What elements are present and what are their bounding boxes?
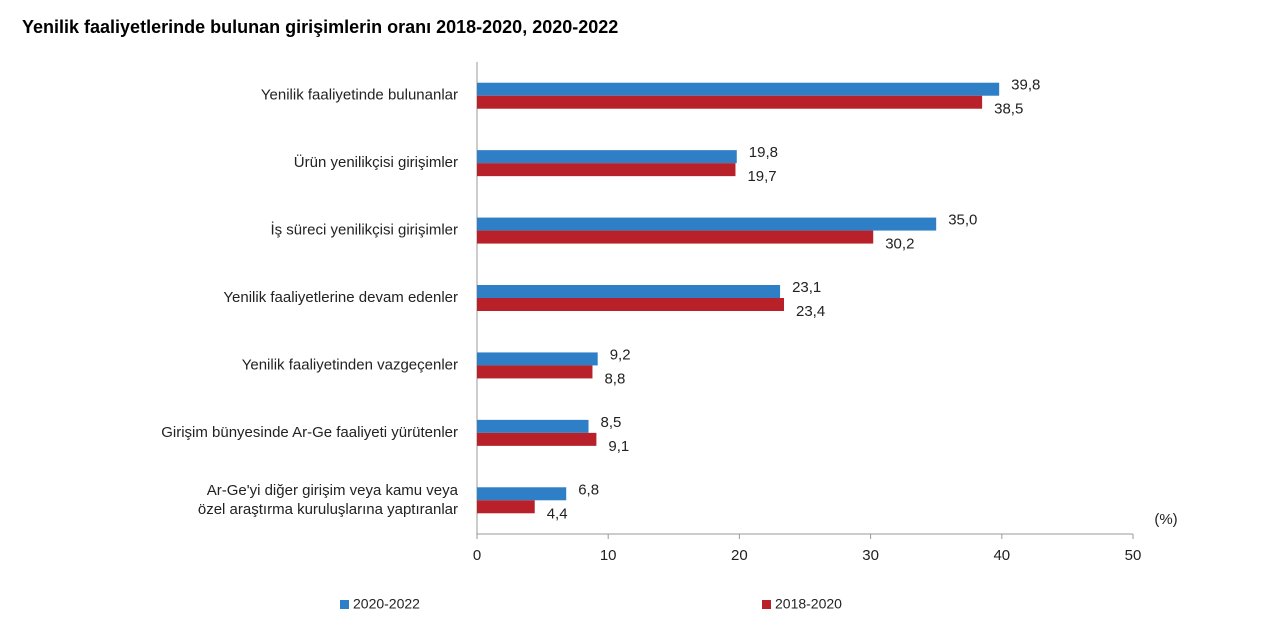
y-tick-label: Girişim bünyesinde Ar-Ge faaliyeti yürüt… [161, 424, 458, 441]
value-label: 38,5 [994, 101, 1023, 118]
legend-swatch [762, 600, 771, 609]
bar [477, 352, 598, 366]
value-label: 9,2 [610, 346, 631, 363]
chart-title: Yenilik faaliyetlerinde bulunan girişiml… [22, 17, 618, 37]
x-tick-label: 10 [600, 547, 617, 564]
y-tick-label: Yenilik faaliyetinde bulunanlar [261, 87, 458, 104]
legend-swatch [340, 600, 349, 609]
bar [477, 419, 589, 433]
value-label: 19,7 [747, 168, 776, 185]
x-axis-label: (%) [1154, 511, 1177, 528]
bar [477, 487, 567, 501]
value-label: 6,8 [578, 481, 599, 498]
y-tick-label: İş süreci yenilikçisi girişimler [270, 221, 458, 239]
value-label: 4,4 [547, 505, 568, 522]
value-label: 19,8 [749, 144, 778, 161]
value-label: 23,1 [792, 279, 821, 296]
value-label: 8,5 [601, 414, 622, 431]
bar [477, 163, 736, 177]
x-tick-label: 20 [731, 547, 748, 564]
y-tick-label: Yenilik faaliyetinden vazgeçenler [242, 356, 458, 373]
legend-label: 2020-2022 [353, 596, 420, 612]
bar [477, 285, 781, 298]
y-tick-label: Yenilik faaliyetlerine devam edenler [223, 289, 458, 306]
value-label: 9,1 [608, 438, 629, 455]
value-label: 39,8 [1011, 77, 1040, 94]
legend-label: 2018-2020 [775, 596, 842, 612]
y-tick-label: Ürün yenilikçisi girişimler [294, 153, 458, 171]
bar [477, 82, 1000, 96]
x-tick-label: 40 [993, 547, 1010, 564]
x-tick-label: 0 [473, 547, 481, 564]
bar [477, 217, 937, 231]
x-tick-label: 30 [862, 547, 879, 564]
bar [477, 230, 874, 244]
value-label: 8,8 [604, 370, 625, 387]
y-tick-label: Ar-Ge'yi diğer girişim veya kamu veya öze… [198, 482, 459, 518]
value-label: 35,0 [948, 212, 977, 229]
bar [477, 95, 983, 109]
bar [477, 150, 737, 164]
bar [477, 500, 535, 514]
value-label: 23,4 [796, 303, 825, 320]
x-tick-label: 50 [1125, 547, 1142, 564]
bar [477, 432, 597, 446]
bar [477, 365, 593, 379]
bar [477, 298, 785, 311]
value-label: 30,2 [885, 236, 914, 253]
